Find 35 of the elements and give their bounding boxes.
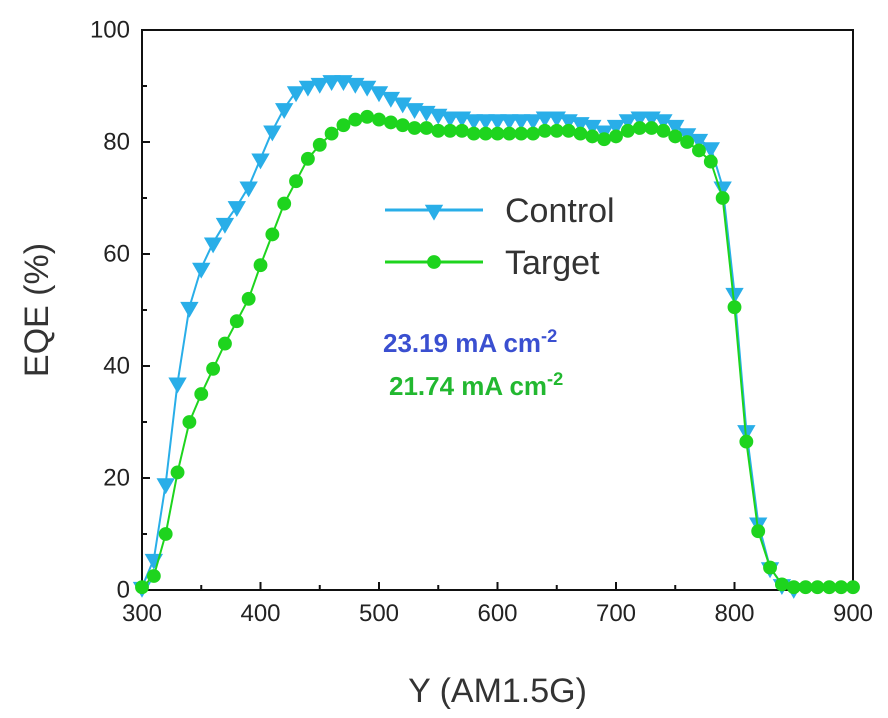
- point: [168, 377, 186, 393]
- point: [275, 103, 294, 119]
- point: [240, 181, 258, 197]
- point: [228, 201, 246, 217]
- point: [180, 302, 198, 318]
- x-tick-label: 900: [832, 600, 874, 628]
- annotation: 23.19 mA cm$^{-2}$: [383, 326, 558, 358]
- legend-label: Target: [505, 244, 600, 282]
- y-tick-label: 60: [103, 240, 130, 268]
- y-tick-label: 20: [103, 464, 130, 492]
- point: [204, 237, 222, 253]
- point: [394, 97, 412, 113]
- point: [216, 218, 234, 234]
- y-tick-label: 80: [103, 128, 130, 156]
- x-tick-label: 800: [714, 600, 755, 628]
- point: [334, 75, 352, 91]
- point: [287, 86, 305, 102]
- point: [418, 106, 436, 122]
- point: [406, 103, 424, 119]
- annotation: 21.74 mA cm$^{-2}$: [389, 369, 564, 401]
- point: [192, 262, 210, 278]
- x-tick-label: 600: [477, 600, 518, 628]
- x-tick-label: 700: [596, 600, 636, 628]
- point: [156, 478, 175, 494]
- point: [252, 153, 270, 169]
- y-axis-title: EQE (%): [18, 242, 56, 378]
- legend-label: Control: [505, 192, 615, 230]
- y-tick-label: 40: [103, 352, 130, 380]
- x-axis-title: Y (AM1.5G): [408, 672, 587, 710]
- point: [264, 125, 282, 141]
- y-tick-label: 100: [90, 16, 130, 44]
- point: [382, 92, 400, 108]
- x-tick-label: 400: [240, 600, 281, 628]
- x-tick-label: 500: [358, 600, 400, 628]
- point: [370, 86, 388, 102]
